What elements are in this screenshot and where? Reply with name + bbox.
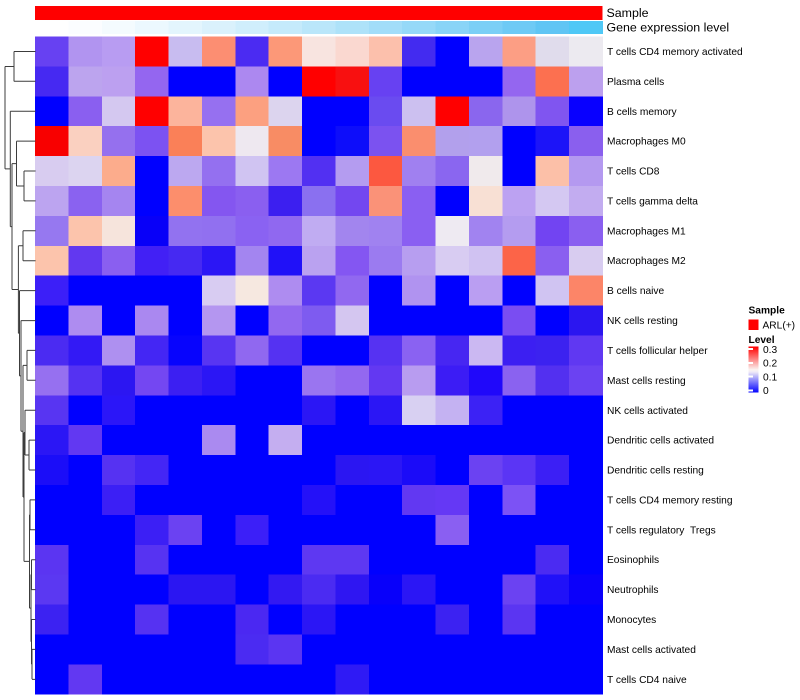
svg-text:0.2: 0.2 [763, 359, 777, 370]
svg-text:B cells memory: B cells memory [607, 107, 678, 118]
svg-text:Dendritic cells resting: Dendritic cells resting [607, 466, 704, 477]
svg-text:Level: Level [749, 335, 775, 346]
svg-text:T cells follicular helper: T cells follicular helper [607, 346, 708, 357]
svg-text:Neutrophils: Neutrophils [607, 585, 659, 596]
svg-text:T cells regulatory Tregs: T cells regulatory Tregs [607, 525, 716, 536]
svg-text:Monocytes: Monocytes [607, 615, 656, 626]
svg-text:Macrophages M1: Macrophages M1 [607, 226, 686, 237]
svg-text:Plasma cells: Plasma cells [607, 77, 664, 88]
svg-text:Sample: Sample [607, 6, 649, 20]
svg-text:Sample: Sample [749, 306, 786, 317]
svg-text:0.1: 0.1 [763, 372, 777, 383]
svg-text:NK cells activated: NK cells activated [607, 406, 688, 417]
svg-text:Macrophages M0: Macrophages M0 [607, 137, 686, 148]
svg-text:Dendritic cells activated: Dendritic cells activated [607, 436, 714, 447]
svg-text:T cells CD4 memory activated: T cells CD4 memory activated [607, 47, 743, 58]
svg-text:T cells CD8: T cells CD8 [607, 167, 660, 178]
svg-text:ARL(+): ARL(+) [763, 321, 796, 332]
svg-text:0.3: 0.3 [763, 345, 777, 356]
svg-text:NK cells resting: NK cells resting [607, 316, 678, 327]
svg-text:Eosinophils: Eosinophils [607, 555, 659, 566]
svg-text:Macrophages M2: Macrophages M2 [607, 256, 686, 267]
svg-text:Mast cells resting: Mast cells resting [607, 376, 686, 387]
svg-text:T cells CD4 memory resting: T cells CD4 memory resting [607, 495, 733, 506]
svg-text:Gene expression level: Gene expression level [607, 21, 730, 35]
svg-text:Mast cells activated: Mast cells activated [607, 645, 696, 656]
svg-text:T cells CD4 naive: T cells CD4 naive [607, 675, 687, 686]
svg-text:B cells naive: B cells naive [607, 286, 665, 297]
svg-text:0: 0 [763, 386, 769, 397]
svg-text:T cells gamma delta: T cells gamma delta [607, 196, 698, 207]
